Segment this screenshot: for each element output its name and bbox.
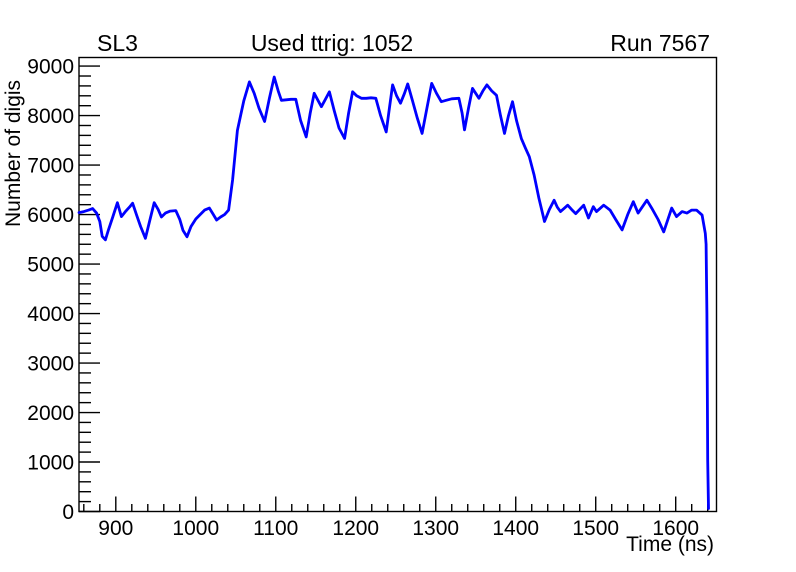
y-axis-title: Number of digis <box>2 80 25 227</box>
used-ttrig-title: Used ttrig: 1052 <box>251 30 413 56</box>
y-tick-label: 9000 <box>27 56 74 79</box>
x-tick-label: 1000 <box>172 517 219 540</box>
y-tick-label: 8000 <box>27 105 74 128</box>
signal-line <box>77 75 710 510</box>
digi-time-curve <box>77 75 710 510</box>
axes: 900 1000 1100 1200 1300 1400 1500 1600 0 1000 2000… <box>2 56 718 556</box>
superlayer-label: SL3 <box>97 30 138 56</box>
x-tick-label: 1200 <box>332 517 379 540</box>
x-tick-label: 1400 <box>492 517 539 540</box>
x-tick-label: 1600 <box>652 517 699 540</box>
x-tick-label: 1300 <box>412 517 459 540</box>
y-tick-label: 5000 <box>27 254 74 277</box>
y-tick-label: 3000 <box>27 353 74 376</box>
y-tick-label: 7000 <box>27 155 74 178</box>
y-tick-label: 2000 <box>27 402 74 425</box>
x-tick-label: 1100 <box>253 517 298 540</box>
plot-frame <box>78 56 718 513</box>
y-tick-label: 4000 <box>27 303 74 326</box>
y-tick-label: 1000 <box>27 452 74 475</box>
y-tick-label: 6000 <box>27 204 74 227</box>
x-tick-label: 1500 <box>572 517 619 540</box>
x-tick-label: 900 <box>98 517 133 540</box>
x-axis-title: Time (ns) <box>626 533 714 556</box>
run-number-label: Run 7567 <box>610 30 710 56</box>
y-tick-label: 0 <box>62 501 74 524</box>
